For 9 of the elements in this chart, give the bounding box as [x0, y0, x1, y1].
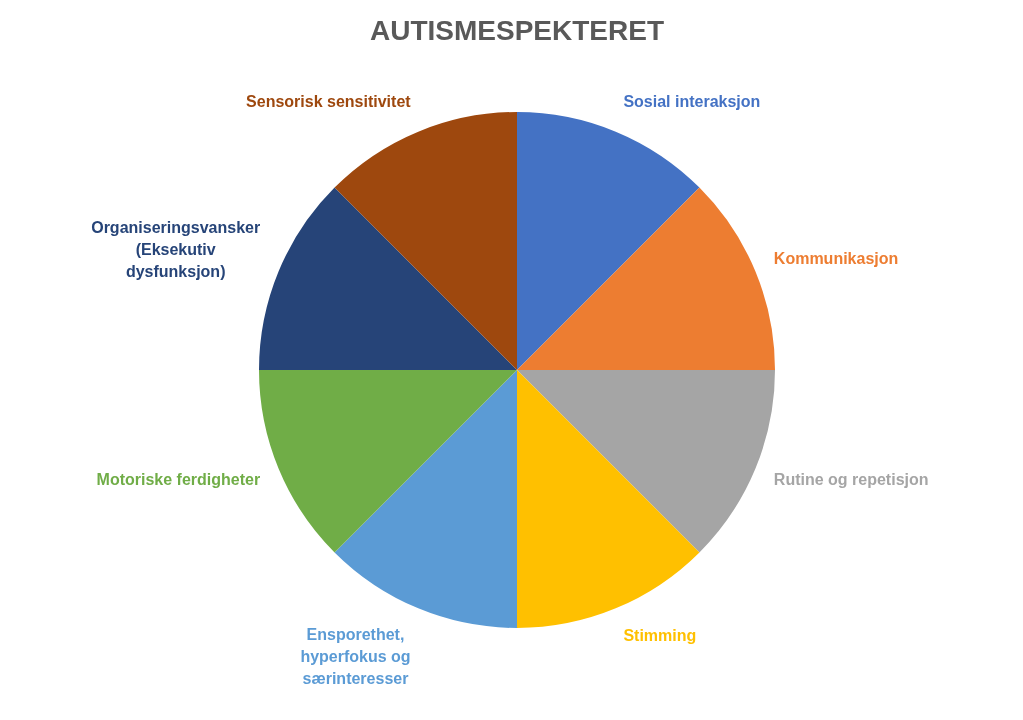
slice-label: Rutine og repetisjon: [773, 471, 929, 488]
slice-label: Sensorisk sensitivitet: [246, 93, 412, 111]
slice-label: Stimming: [623, 627, 697, 645]
slice-label: Motoriske ferdigheter: [96, 471, 261, 488]
slice-label: Sosial interaksjon: [623, 93, 761, 111]
chart-title: AUTISMESPEKTERET: [369, 14, 665, 46]
slice-label: Kommunikasjon: [773, 249, 899, 267]
slice-label: Organiseringsvansker (Eksekutiv dysfunksjon): [91, 219, 261, 281]
slice-label: Ensporethet, hyperfokus og særinteresser: [300, 625, 411, 687]
